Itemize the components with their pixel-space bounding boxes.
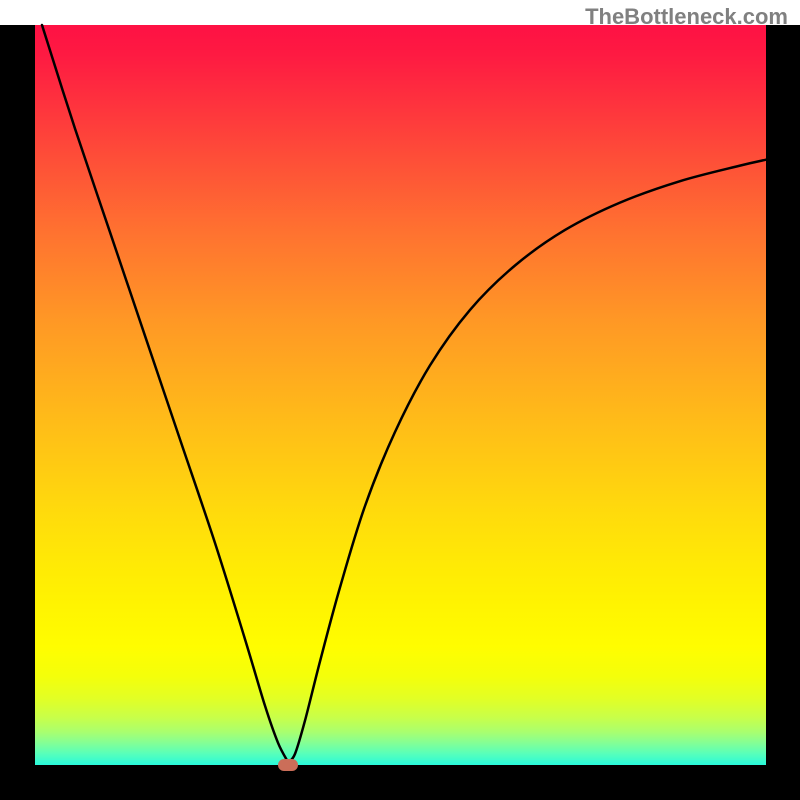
plot-area: [35, 25, 766, 765]
chart-svg: [0, 0, 800, 800]
chart-stage: TheBottleneck.com: [0, 0, 800, 800]
watermark-text: TheBottleneck.com: [585, 4, 788, 30]
minimum-marker: [278, 759, 298, 771]
